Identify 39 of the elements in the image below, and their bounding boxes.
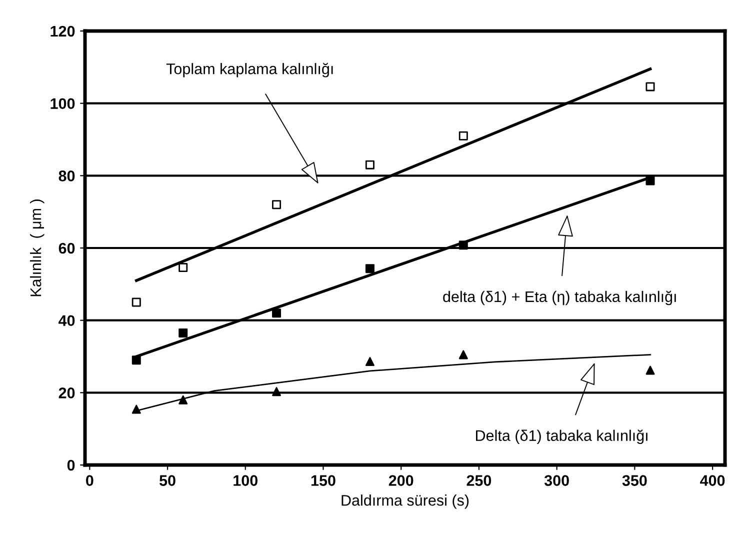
point <box>458 350 468 360</box>
x-tick-label: 200 <box>388 475 414 486</box>
y-tick-label: 40 <box>58 315 75 326</box>
point <box>178 395 188 404</box>
x-tick-label: 0 <box>86 475 94 486</box>
x-axis-title: Daldırma süresi (s) <box>342 494 469 509</box>
annotation: Delta (δ1) tabaka kalınlığı <box>476 430 648 444</box>
y-axis-title: Kalınlık ( μm ) <box>30 200 44 296</box>
x-tick-label: 100 <box>234 475 258 486</box>
y-tick-label: 80 <box>58 170 75 182</box>
point <box>646 366 655 375</box>
point <box>458 131 468 140</box>
point <box>365 357 374 366</box>
x-tick-label: 50 <box>160 475 176 486</box>
point <box>132 356 141 365</box>
y-tick-label: 120 <box>50 26 75 37</box>
x-tick-label: 300 <box>544 475 569 486</box>
point <box>272 387 282 396</box>
x-tick-label: 400 <box>700 475 725 486</box>
y-tick-label: 60 <box>58 242 75 254</box>
y-tick-label: 0 <box>67 460 75 471</box>
annotation: delta (δ1) + Eta (η) tabaka kalınlığı <box>443 290 676 306</box>
point <box>132 298 141 307</box>
point <box>178 328 188 338</box>
point <box>272 308 282 318</box>
point <box>365 264 374 274</box>
y-tick-label: 20 <box>58 388 75 398</box>
point <box>132 404 141 414</box>
x-tick-label: 150 <box>311 475 336 486</box>
point <box>272 200 282 210</box>
point <box>365 160 374 170</box>
x-tick-label: 250 <box>466 475 492 486</box>
annotation: Toplam kaplama kalınlığı <box>166 62 333 78</box>
point <box>646 176 655 186</box>
point <box>646 82 655 92</box>
y-tick-label: 100 <box>50 98 75 110</box>
point <box>458 240 468 250</box>
x-tick-label: 350 <box>622 475 647 486</box>
point <box>178 263 188 272</box>
